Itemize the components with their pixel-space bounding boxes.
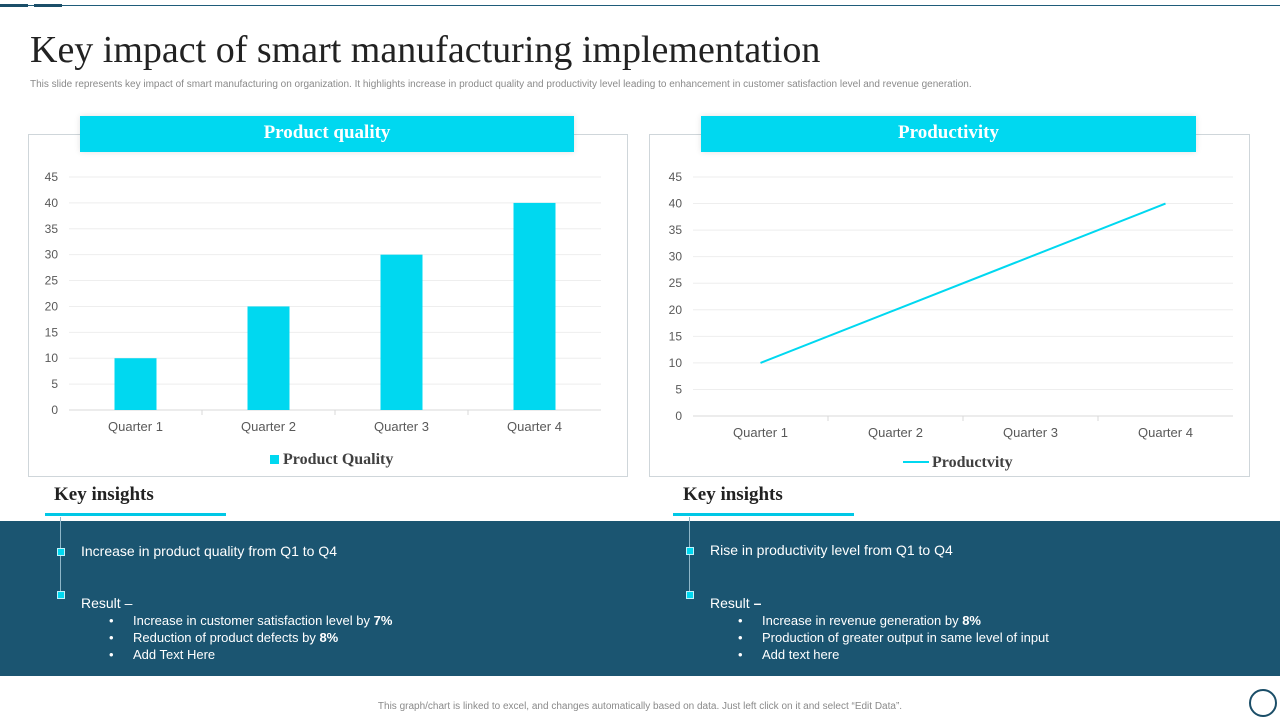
y-tick-label: 20: [669, 303, 683, 317]
y-tick-label: 35: [45, 222, 59, 236]
right-insights-heading: Key insights: [683, 484, 783, 505]
bar: [114, 358, 157, 410]
list-item: Production of greater output in same lev…: [738, 629, 1049, 646]
list-item: Increase in revenue generation by 8%: [738, 612, 1049, 629]
left-timeline-line: [60, 517, 61, 597]
productivity-panel: 0 5 10 15 20 25 30 35 40 45 Quarter 1 Quarter 2 Quar…: [649, 134, 1250, 477]
right-timeline-line: [689, 517, 690, 597]
bar: [247, 306, 290, 410]
y-tick-label: 30: [45, 248, 59, 262]
corner-circle-icon: [1249, 689, 1277, 717]
x-tick-label: Quarter 3: [1003, 425, 1058, 440]
page-subtitle: This slide represents key impact of smar…: [30, 79, 972, 90]
left-result-label: Result –: [81, 595, 133, 611]
top-accent-segment: [0, 4, 28, 7]
y-tick-label: 25: [45, 274, 59, 288]
y-tick-label: 35: [669, 223, 683, 237]
bar: [380, 254, 423, 410]
y-tick-label: 45: [45, 170, 59, 184]
product-quality-chart[interactable]: 0 5 10 15 20 25 30 35 40 45 Quarter 1 Quarter 2 Quar…: [29, 135, 627, 476]
footer-note: This graph/chart is linked to excel, and…: [377, 701, 903, 712]
top-accent-segment: [34, 4, 62, 7]
x-tick-label: Quarter 2: [868, 425, 923, 440]
y-tick-label: 10: [45, 351, 59, 365]
productivity-header: Productivity: [701, 116, 1196, 152]
y-tick-label: 0: [675, 409, 682, 423]
y-tick-label: 5: [675, 382, 682, 396]
left-point-marker: [57, 548, 65, 556]
right-insight-point: Rise in productivity level from Q1 to Q4: [710, 542, 953, 558]
top-accent-bar: [0, 0, 1280, 7]
x-tick-label: Quarter 4: [507, 419, 562, 434]
y-tick-label: 0: [51, 403, 58, 417]
y-tick-label: 40: [669, 197, 683, 211]
y-tick-label: 20: [45, 299, 59, 313]
series-line: [760, 202, 1166, 364]
x-tick-label: Quarter 4: [1138, 425, 1193, 440]
list-item: Increase in customer satisfaction level …: [109, 612, 392, 629]
page-title: Key impact of smart manufacturing implem…: [30, 29, 821, 71]
productivity-chart[interactable]: 0 5 10 15 20 25 30 35 40 45 Quarter 1 Quarter 2 Quar…: [650, 135, 1249, 476]
y-tick-label: 5: [51, 377, 58, 391]
legend-label: Product Quality: [283, 451, 393, 468]
left-insights-heading: Key insights: [54, 484, 154, 505]
y-tick-label: 15: [669, 329, 683, 343]
left-insights-underline: [45, 513, 226, 516]
y-tick-label: 15: [45, 325, 59, 339]
right-result-list: Increase in revenue generation by 8% Pro…: [738, 612, 1049, 663]
y-tick-label: 10: [669, 356, 683, 370]
y-tick-label: 25: [669, 276, 683, 290]
right-result-label: Result –: [710, 595, 762, 611]
left-insight-point: Increase in product quality from Q1 to Q…: [81, 543, 338, 559]
x-tick-label: Quarter 1: [108, 419, 163, 434]
x-tick-label: Quarter 1: [733, 425, 788, 440]
x-tick-label: Quarter 3: [374, 419, 429, 434]
product-quality-header: Product quality: [80, 116, 574, 152]
product-quality-panel: 0 5 10 15 20 25 30 35 40 45 Quarter 1 Quarter 2 Quar…: [28, 134, 628, 477]
right-point-marker: [686, 547, 694, 555]
y-tick-label: 40: [45, 196, 59, 210]
legend-swatch: [270, 455, 279, 464]
left-result-list: Increase in customer satisfaction level …: [109, 612, 392, 663]
list-item: Add Text Here: [109, 646, 392, 663]
legend-label: Productvity: [932, 454, 1013, 471]
y-tick-label: 45: [669, 170, 683, 184]
list-item: Add text here: [738, 646, 1049, 663]
left-result-marker: [57, 591, 65, 599]
y-tick-label: 30: [669, 250, 683, 264]
list-item: Reduction of product defects by 8%: [109, 629, 392, 646]
x-tick-label: Quarter 2: [241, 419, 296, 434]
right-insights-underline: [673, 513, 854, 516]
bar: [513, 202, 556, 410]
right-result-marker: [686, 591, 694, 599]
top-rule: [0, 5, 1280, 6]
